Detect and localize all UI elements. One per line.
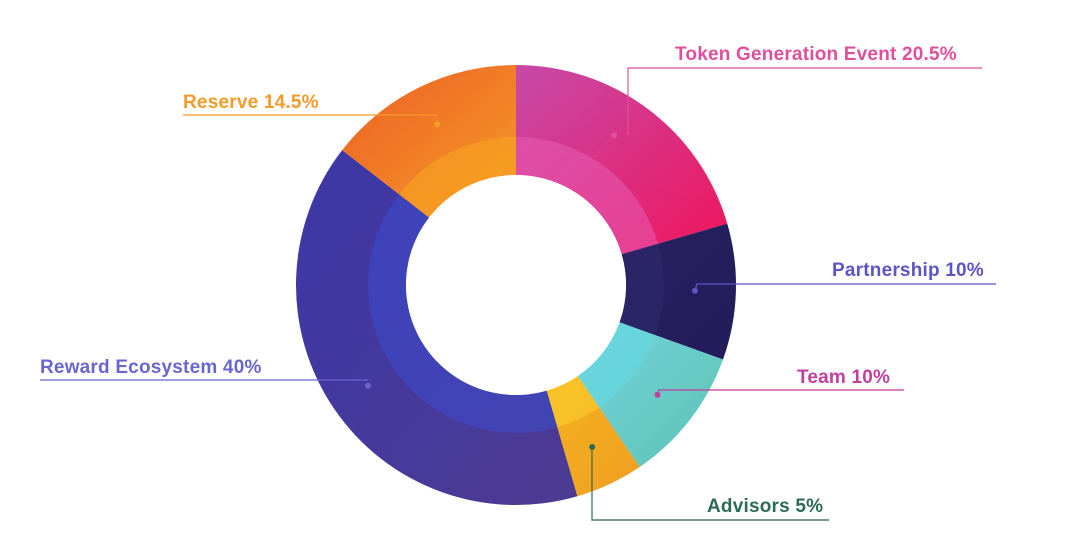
inner-band-partnership [619, 243, 665, 336]
label-advisors: Advisors 5% [707, 496, 823, 517]
leader-line-token-generation-event [627, 67, 982, 136]
donut-hole [406, 175, 626, 395]
leader-dot-reward-ecosystem [364, 382, 371, 389]
label-reserve: Reserve 14.5% [183, 92, 319, 113]
inner-band-reward-ecosystem [367, 194, 558, 434]
leader-lines-layer [40, 67, 996, 521]
leader-dot-reserve [434, 121, 441, 128]
inner-ring-layer [367, 137, 665, 434]
label-reward-ecosystem: Reward Ecosystem 40% [40, 357, 262, 378]
slice-token-generation-event [516, 65, 728, 255]
labels-layer: Token Generation Event 20.5% Partnership … [40, 44, 984, 517]
leader-dot-token-generation-event [611, 132, 618, 139]
inner-band-advisors [546, 375, 600, 428]
leader-line-partnership [694, 283, 996, 291]
leader-line-team [656, 389, 904, 395]
inner-band-team [577, 322, 656, 408]
inner-band-reserve [399, 137, 516, 218]
label-team: Team 10% [797, 367, 890, 388]
inner-band-token-generation-event [516, 137, 659, 255]
label-partnership: Partnership 10% [832, 260, 984, 281]
label-token-generation-event: Token Generation Event 20.5% [675, 44, 957, 65]
leader-line-advisors [591, 446, 829, 521]
